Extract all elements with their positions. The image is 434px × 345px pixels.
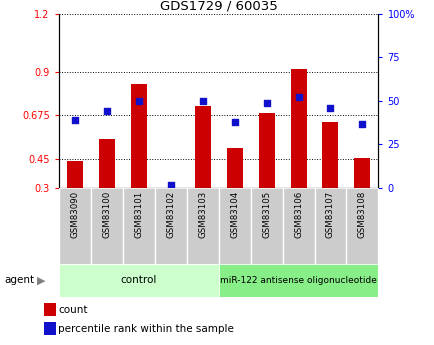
Point xyxy=(326,105,333,111)
Bar xyxy=(226,148,242,188)
Bar xyxy=(322,122,338,188)
Text: GSM83108: GSM83108 xyxy=(357,191,366,238)
Bar xyxy=(44,303,56,316)
Point xyxy=(167,182,174,187)
Point xyxy=(294,95,301,100)
Point xyxy=(199,98,206,104)
Bar xyxy=(258,114,274,188)
Point xyxy=(71,117,78,123)
Point xyxy=(103,109,110,114)
Text: count: count xyxy=(58,305,87,315)
Point xyxy=(263,100,270,106)
Bar xyxy=(44,322,56,335)
Title: GDS1729 / 60035: GDS1729 / 60035 xyxy=(159,0,277,13)
Text: GSM83100: GSM83100 xyxy=(102,191,111,238)
Text: ▶: ▶ xyxy=(37,275,46,285)
Bar xyxy=(354,158,370,188)
Bar xyxy=(130,85,146,188)
Bar xyxy=(99,139,115,188)
Text: GSM83103: GSM83103 xyxy=(197,191,207,238)
Point xyxy=(358,121,365,126)
Text: agent: agent xyxy=(4,275,34,285)
Bar xyxy=(194,106,210,188)
Text: control: control xyxy=(120,275,157,285)
Text: miR-122 antisense oligonucleotide: miR-122 antisense oligonucleotide xyxy=(220,276,376,285)
Text: GSM83106: GSM83106 xyxy=(293,191,302,238)
Bar xyxy=(66,161,82,188)
Text: GSM83102: GSM83102 xyxy=(166,191,175,238)
Text: GSM83101: GSM83101 xyxy=(134,191,143,238)
Bar xyxy=(290,69,306,188)
Bar xyxy=(59,264,218,297)
Text: GSM83105: GSM83105 xyxy=(261,191,270,238)
Text: GSM83104: GSM83104 xyxy=(230,191,239,238)
Bar xyxy=(218,264,378,297)
Point xyxy=(135,98,142,104)
Text: percentile rank within the sample: percentile rank within the sample xyxy=(58,324,233,334)
Point xyxy=(230,119,237,125)
Text: GSM83090: GSM83090 xyxy=(70,191,79,238)
Text: GSM83107: GSM83107 xyxy=(325,191,334,238)
